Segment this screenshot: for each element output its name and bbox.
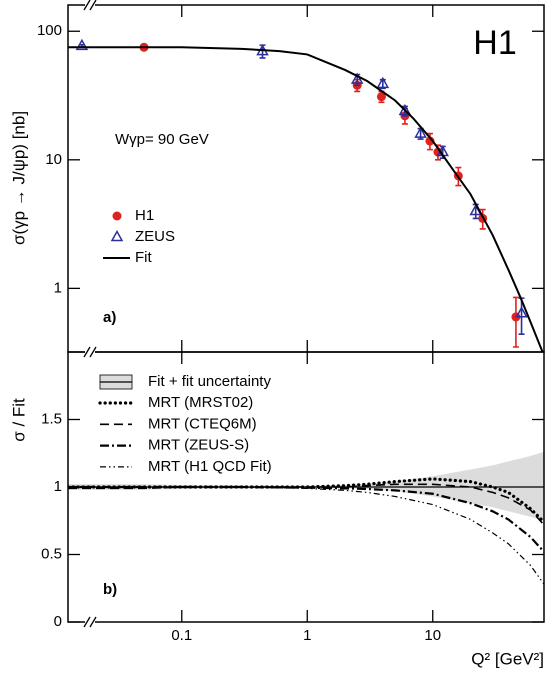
y-tick-label: 0 xyxy=(54,613,62,630)
legend-label: MRT (CTEQ6M) xyxy=(148,415,257,432)
panel-label: b) xyxy=(103,581,117,598)
plot-area xyxy=(68,451,544,585)
plot-area xyxy=(68,38,544,352)
plot-layer: 0.1 1 10 1 10 100 H1 ZEUS Fit 0 0.5 1 1.5 Fit + fit u… xyxy=(37,5,544,644)
annotation: Wγp= 90 GeV xyxy=(115,131,209,148)
x-tick-label: 10 xyxy=(424,627,441,644)
data-point xyxy=(425,136,435,146)
data-point xyxy=(376,92,386,102)
error-bar xyxy=(512,296,519,348)
x-tick-label: 1 xyxy=(303,627,311,644)
legend-label: MRT (ZEUS-S) xyxy=(148,437,249,454)
data-point xyxy=(376,76,390,89)
x-axis-title: Q² [GeV²] xyxy=(471,649,544,668)
ratio-line xyxy=(68,485,544,553)
y-tick-label: 1 xyxy=(54,279,62,296)
y-tick-label: 1.5 xyxy=(41,410,62,427)
y-tick-label: 1 xyxy=(54,478,62,495)
x-tick-label: 0.1 xyxy=(171,627,192,644)
fit-line xyxy=(68,46,544,352)
ratio-line xyxy=(68,483,544,526)
frame-bottom xyxy=(67,351,545,623)
y-axis-title: σ(γp → J/ψp) [nb] xyxy=(9,111,28,245)
legend-label: MRT (H1 QCD Fit) xyxy=(148,458,272,475)
legend-label: Fit xyxy=(135,249,152,266)
axis-break xyxy=(83,0,97,628)
legend-label: ZEUS xyxy=(135,228,175,245)
legend-label: H1 xyxy=(135,207,154,224)
legend-label: Fit + fit uncertainty xyxy=(148,373,271,390)
data-point xyxy=(414,126,427,138)
legend-marker xyxy=(110,229,124,242)
panel-label: a) xyxy=(103,309,116,326)
legend-label: MRT (MRST02) xyxy=(148,394,253,411)
y-tick-label: 0.5 xyxy=(41,545,62,562)
y-tick-label: 100 xyxy=(37,22,62,39)
legend-marker xyxy=(112,211,122,221)
data-point xyxy=(515,306,528,318)
data-point xyxy=(75,38,89,51)
y-tick-label: 10 xyxy=(45,151,62,168)
data-point xyxy=(398,103,412,116)
data-point xyxy=(350,72,364,84)
experiment-label: H1 xyxy=(473,24,516,62)
y-axis-title: σ / Fit xyxy=(9,398,28,442)
